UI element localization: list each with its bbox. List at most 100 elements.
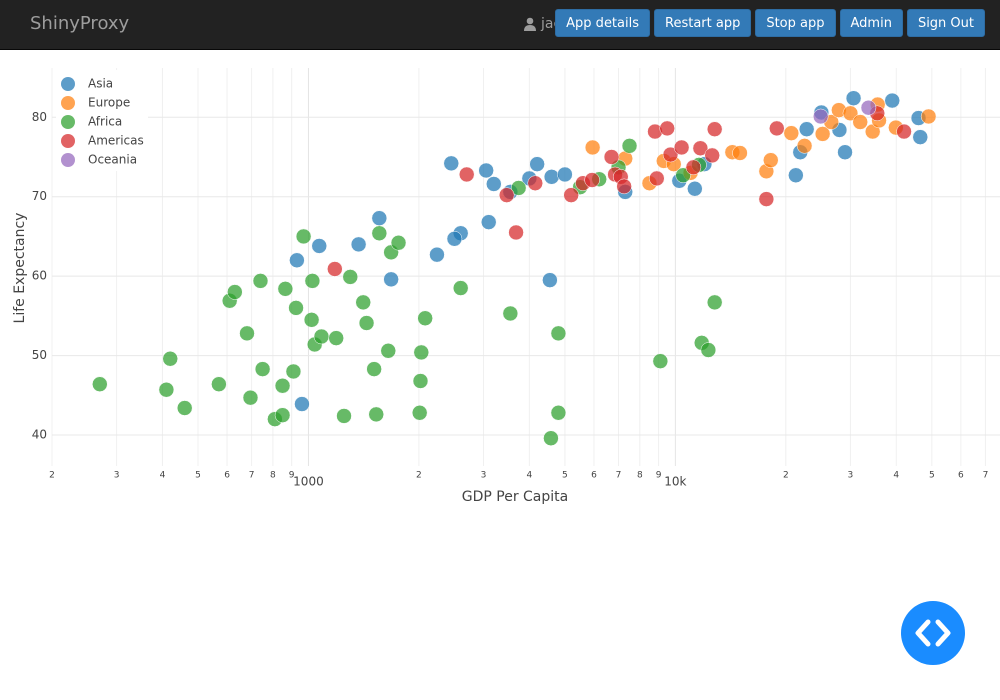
point xyxy=(304,273,321,289)
code-button[interactable] xyxy=(901,601,965,665)
point xyxy=(327,261,343,277)
point xyxy=(543,169,560,185)
point xyxy=(845,90,862,106)
point xyxy=(176,400,193,416)
point xyxy=(342,269,359,285)
legend-swatch xyxy=(61,77,75,91)
point xyxy=(700,342,717,358)
admin-button[interactable]: Admin xyxy=(839,9,903,37)
y-tick-label: 70 xyxy=(32,189,47,203)
x-tick-label: 4 xyxy=(160,471,166,481)
x-tick-label: 3 xyxy=(114,471,120,481)
point xyxy=(274,407,291,423)
point xyxy=(277,281,294,297)
point xyxy=(837,144,853,160)
x-tick-label: 9 xyxy=(656,471,662,481)
x-axis-title: GDP Per Capita xyxy=(462,489,568,505)
point xyxy=(480,214,497,230)
point xyxy=(788,167,804,183)
legend-label: Americas xyxy=(88,134,144,148)
button-group: App details Restart app Stop app Admin S… xyxy=(555,9,985,37)
point xyxy=(543,430,559,446)
point xyxy=(527,175,543,191)
point xyxy=(563,187,579,203)
code-icon xyxy=(915,619,951,647)
point xyxy=(412,373,429,389)
point xyxy=(446,231,463,247)
point xyxy=(706,294,723,311)
x-tick-label: 2 xyxy=(783,471,789,481)
point xyxy=(368,406,384,423)
point xyxy=(380,343,397,359)
point xyxy=(371,210,388,226)
point xyxy=(812,108,829,125)
x-tick-label: 4 xyxy=(893,471,899,481)
chart: GDP Per Capita Life Expectancy 2 3 4 5 6 7 8 91… xyxy=(12,68,1000,505)
point xyxy=(285,363,302,380)
sign-out-button[interactable]: Sign Out xyxy=(906,9,985,37)
brand[interactable]: ShinyProxy xyxy=(30,13,130,34)
x-tick-label: 3 xyxy=(848,471,854,481)
x-tick-label: 5 xyxy=(562,471,568,481)
x-tick-label: 10k xyxy=(664,475,686,489)
point xyxy=(852,114,868,130)
point xyxy=(371,225,388,241)
y-axis-title: Life Expectancy xyxy=(12,213,28,324)
point xyxy=(687,181,703,197)
y-tick-label: 50 xyxy=(32,348,47,362)
point xyxy=(584,139,601,156)
legend-swatch xyxy=(61,153,75,167)
x-tick-label: 2 xyxy=(416,471,422,481)
point xyxy=(303,312,320,328)
point xyxy=(798,121,815,137)
point xyxy=(814,126,831,142)
point xyxy=(603,149,620,165)
layer xyxy=(92,90,937,446)
x-tick-label: 7 xyxy=(616,471,622,481)
point xyxy=(550,325,567,342)
point xyxy=(758,191,775,207)
x-tick-label: 4 xyxy=(526,471,532,481)
point xyxy=(211,376,227,392)
point xyxy=(294,396,310,412)
point xyxy=(896,123,912,140)
point xyxy=(336,408,352,424)
x-tick-label: 7 xyxy=(249,471,255,481)
stop-app-button[interactable]: Stop app xyxy=(755,9,836,37)
x-tick-label: 5 xyxy=(195,471,201,481)
point xyxy=(443,155,459,172)
point xyxy=(328,330,344,346)
point xyxy=(383,271,399,288)
point xyxy=(458,166,475,183)
point xyxy=(252,273,269,289)
x-tick-label: 2 xyxy=(49,471,55,481)
y-tick-label: 80 xyxy=(32,110,47,124)
point xyxy=(478,162,494,179)
point xyxy=(783,125,800,141)
x-tick-label: 7 xyxy=(983,471,989,481)
point xyxy=(860,99,877,116)
x-tick-label: 9 xyxy=(289,471,295,481)
point xyxy=(920,108,937,125)
restart-app-button[interactable]: Restart app xyxy=(654,9,752,37)
user-icon xyxy=(524,17,536,31)
point xyxy=(557,166,573,183)
point xyxy=(769,120,785,137)
point xyxy=(584,172,600,188)
x-tick-label: 8 xyxy=(270,471,276,481)
point xyxy=(616,178,632,195)
point xyxy=(390,235,407,251)
point xyxy=(350,236,367,253)
app-details-button[interactable]: App details xyxy=(555,9,650,37)
point xyxy=(692,140,709,156)
point xyxy=(158,381,175,398)
point xyxy=(662,146,679,163)
point xyxy=(675,167,691,183)
point xyxy=(621,138,638,154)
point xyxy=(508,224,524,241)
y-tick-label: 60 xyxy=(32,269,47,283)
legend-swatch xyxy=(61,115,75,129)
point xyxy=(313,328,330,345)
